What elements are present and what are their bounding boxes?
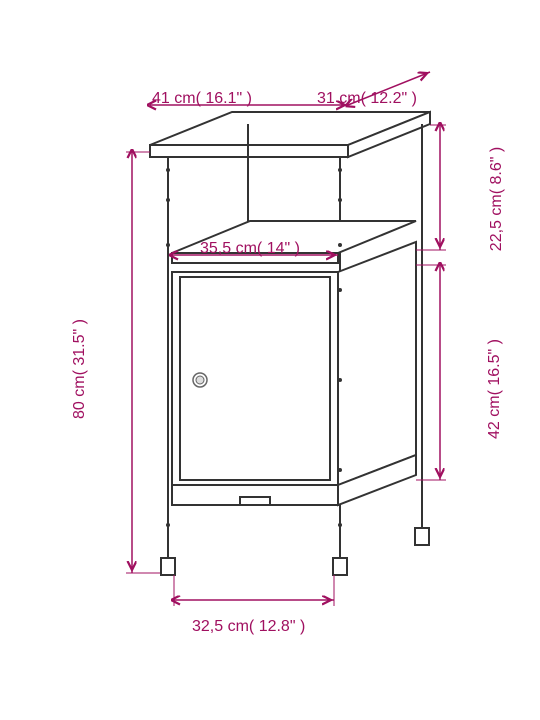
diagram-canvas: 41 cm( 16.1" ) 31 cm( 12.2" ) 80 cm( 31.… xyxy=(0,0,540,720)
dim-base-width-label: 32,5 cm( 12.8" ) xyxy=(192,618,305,636)
dim-door-height-label: 42 cm( 16.5" ) xyxy=(486,339,504,439)
dim-depth-label: 31 cm( 12.2" ) xyxy=(317,90,417,108)
dim-width-label: 41 cm( 16.1" ) xyxy=(152,90,252,108)
dim-height-label: 80 cm( 31.5" ) xyxy=(71,319,89,419)
cabinet-outline xyxy=(150,112,430,575)
dim-shelf-gap-label: 22,5 cm( 8.6" ) xyxy=(488,147,506,251)
dim-shelf-width-label: 35,5 cm( 14" ) xyxy=(200,240,300,258)
